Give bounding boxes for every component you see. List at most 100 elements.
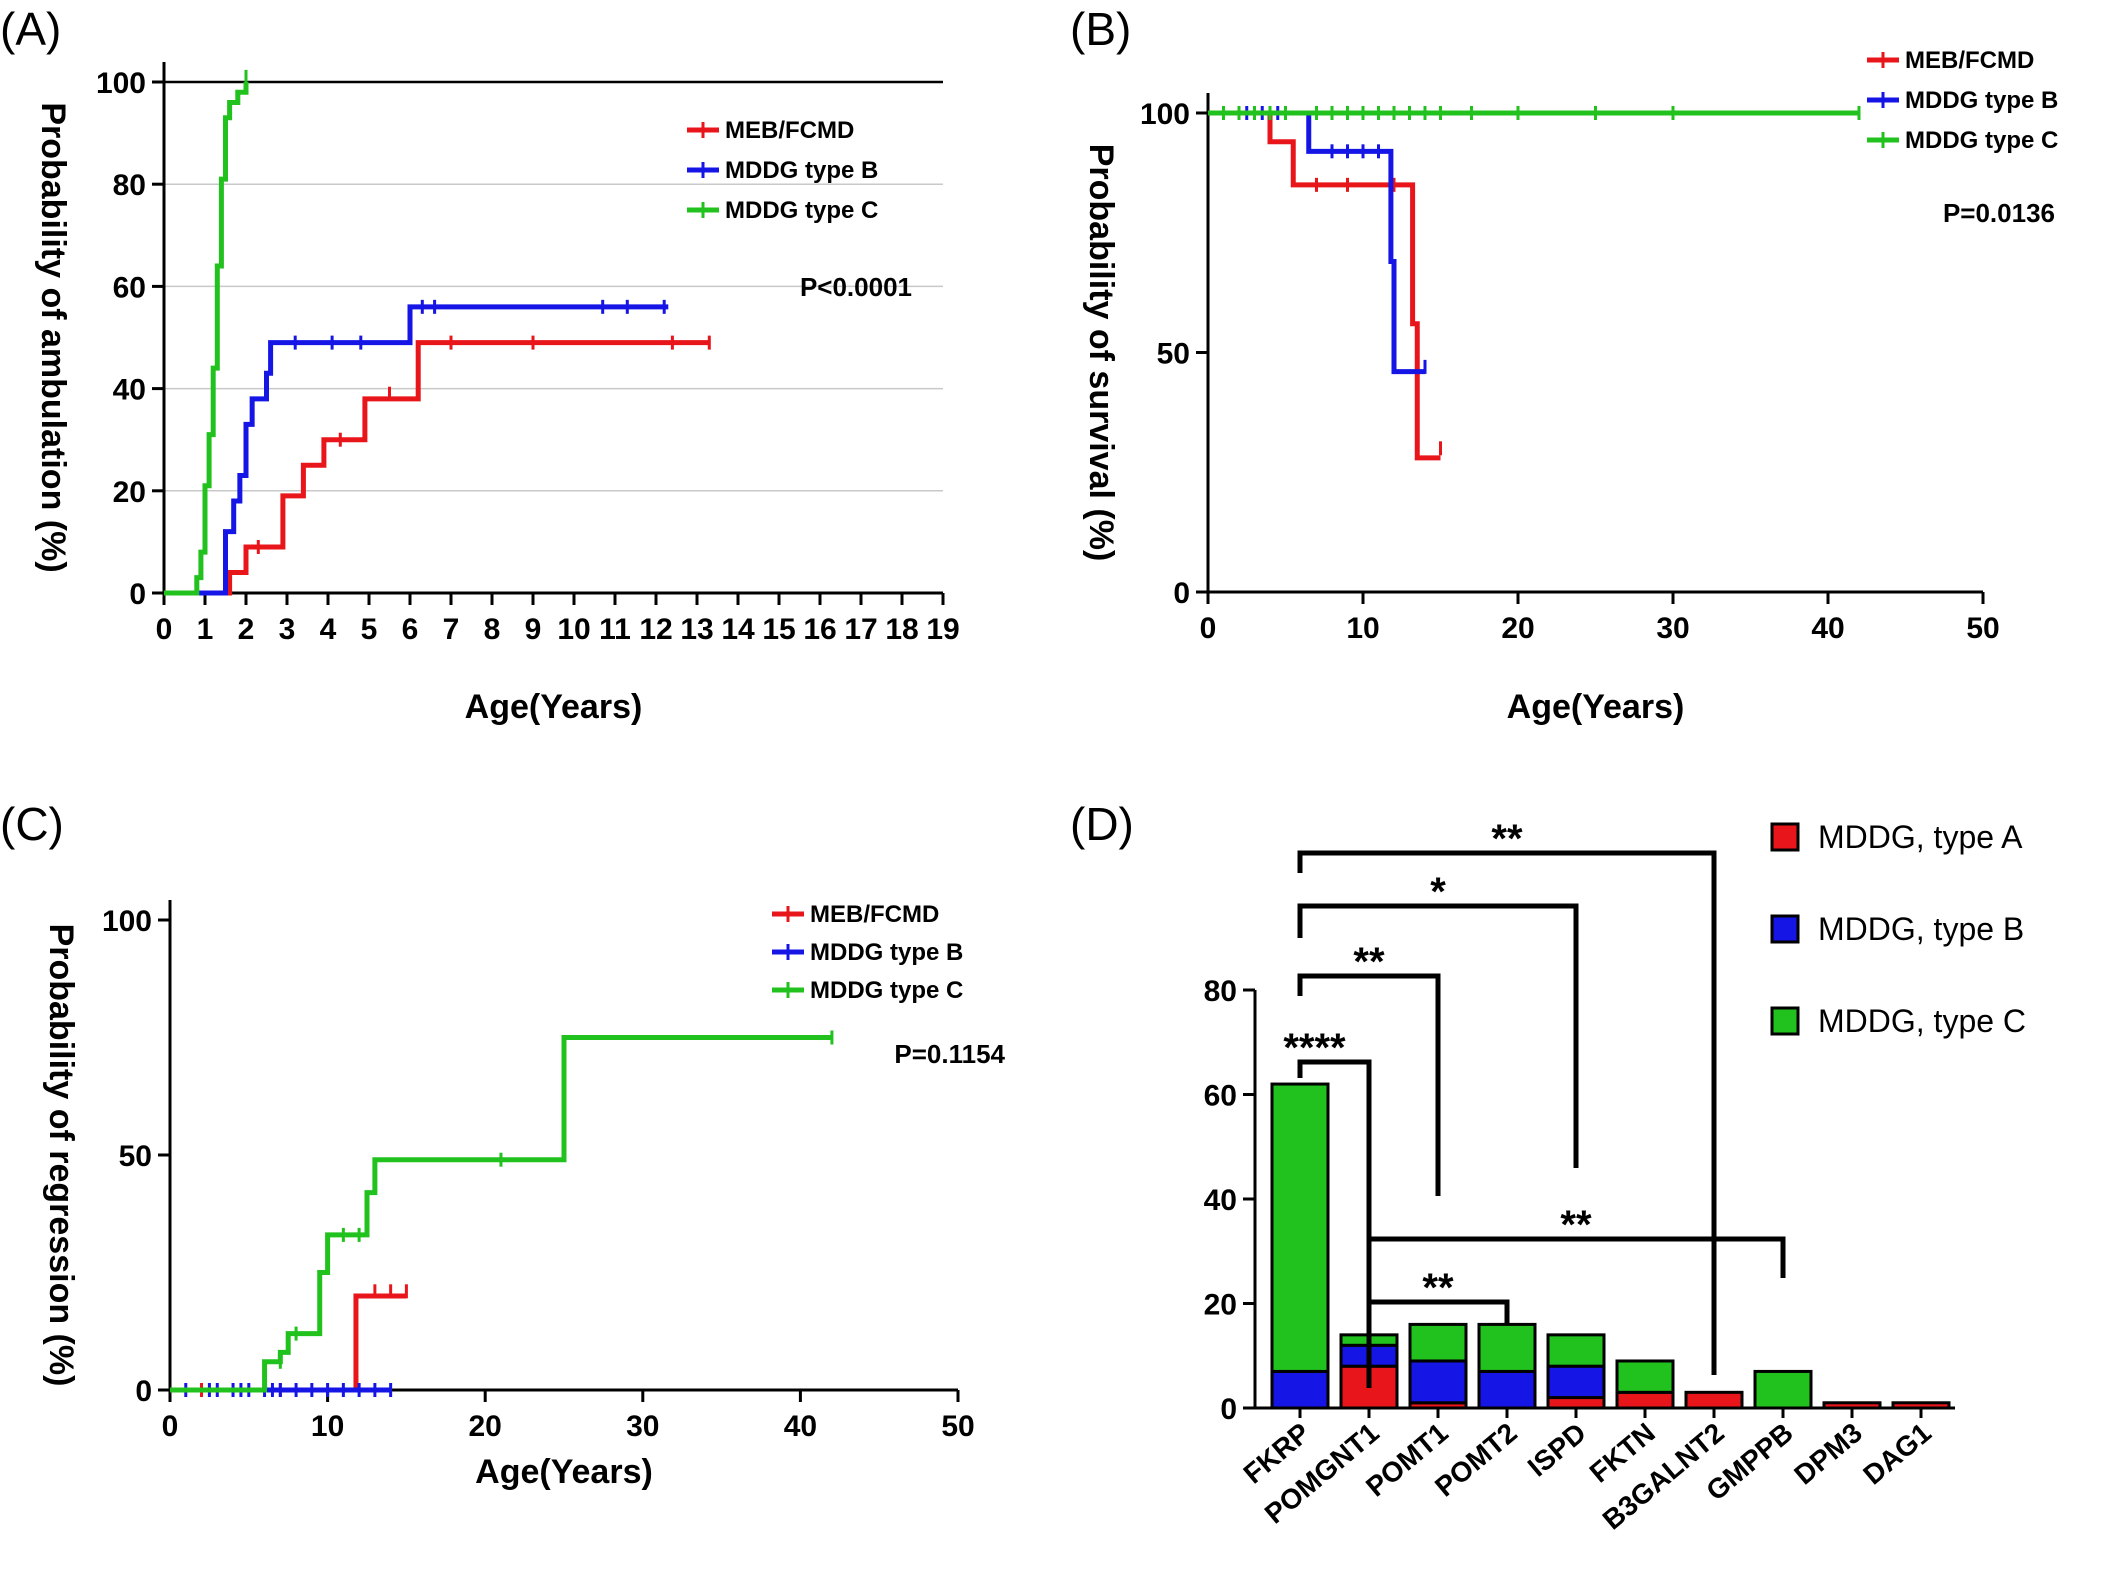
bar-segment: [1615, 1390, 1675, 1410]
bar-segment: [1822, 1401, 1882, 1410]
y-tick-label: 0: [129, 578, 146, 611]
panel-a: (A)0 1 2 3 4 5 6 7 8 9 10 11 12 13 14 15 16 17 18 190204060…: [0, 3, 960, 726]
bar-segment: [1546, 1364, 1606, 1400]
x-tick-label: ISPD: [1522, 1417, 1592, 1483]
x-tick-label: 6: [402, 613, 419, 646]
significance-bracket: [1297, 850, 1717, 1375]
y-tick-label: 40: [113, 374, 146, 407]
legend-label: MDDG, type C: [1818, 1003, 2026, 1039]
significance-bracket: [1297, 973, 1441, 1196]
x-tick-label: 2: [238, 613, 255, 646]
significance-label: **: [1353, 940, 1385, 984]
x-tick-label: 20: [469, 1410, 502, 1443]
y-tick-label: 60: [113, 271, 146, 304]
x-tick-label: 0: [1200, 612, 1217, 645]
p-value: P=0.1154: [894, 1039, 1005, 1069]
x-tick-label: 0: [162, 1410, 179, 1443]
panel-label: (C): [0, 798, 64, 850]
x-tick-label: 15: [762, 613, 795, 646]
y-tick-label: 80: [1204, 975, 1237, 1008]
x-tick-label: 30: [1656, 612, 1689, 645]
x-tick-label: 50: [941, 1410, 974, 1443]
legend-label: MDDG type C: [725, 197, 878, 224]
x-tick-label: 40: [1811, 612, 1844, 645]
x-tick-label: DPM3: [1788, 1417, 1868, 1491]
legend-label: MDDG type C: [1905, 127, 2058, 154]
bar-segment: [1546, 1333, 1606, 1368]
bar-segment: [1477, 1369, 1537, 1410]
bar-segment: [1477, 1322, 1537, 1373]
x-tick-label: 9: [525, 613, 542, 646]
bar-segment: [1684, 1390, 1744, 1410]
y-tick-label: 0: [1173, 577, 1190, 610]
y-axis-label: Probability of survival (%): [1082, 144, 1120, 562]
x-tick-label: 18: [885, 613, 918, 646]
significance-bracket: [1366, 1299, 1510, 1324]
legend-label: MDDG, type A: [1818, 819, 2023, 855]
bar-segment: [1615, 1359, 1675, 1394]
bar-segment: [1270, 1369, 1330, 1410]
x-axis-label: Age(Years): [475, 1453, 653, 1491]
legend-label: MDDG type B: [725, 157, 878, 184]
significance-bracket: [1297, 1059, 1372, 1388]
x-tick-label: 13: [680, 613, 713, 646]
x-tick-label: 10: [1346, 612, 1379, 645]
series-line: [164, 340, 710, 596]
x-tick-label: 40: [784, 1410, 817, 1443]
x-tick-label: 19: [926, 613, 959, 646]
p-value: P=0.0136: [1943, 198, 2055, 228]
significance-bracket: [1366, 1236, 1786, 1284]
x-tick-label: 50: [1966, 612, 1999, 645]
y-tick-label: 100: [96, 67, 146, 100]
panel-label: (A): [0, 3, 61, 55]
x-tick-label: 12: [639, 613, 672, 646]
legend-swatch: [1770, 914, 1800, 944]
x-tick-label: 14: [721, 613, 755, 646]
y-axis-label: Probability of ambulation (%): [34, 102, 72, 572]
x-tick-label: 11: [599, 613, 631, 646]
x-tick-label: 30: [626, 1410, 659, 1443]
significance-label: **: [1422, 1266, 1454, 1310]
x-tick-label: 0: [156, 613, 173, 646]
x-tick-label: 16: [803, 613, 836, 646]
legend-label: MEB/FCMD: [810, 901, 939, 928]
x-tick-label: 17: [844, 613, 877, 646]
bar-segment: [1753, 1369, 1813, 1410]
bar-segment: [1891, 1401, 1951, 1410]
y-tick-label: 0: [1220, 1393, 1237, 1426]
y-tick-label: 20: [1204, 1289, 1237, 1322]
x-tick-label: 4: [320, 613, 337, 646]
significance-label: ****: [1283, 1026, 1346, 1070]
bar-segment: [1270, 1082, 1330, 1373]
y-tick-label: 100: [102, 905, 152, 938]
series-line: [170, 1035, 832, 1393]
bar-segment: [1408, 1359, 1468, 1405]
legend-label: MDDG type B: [1905, 87, 2058, 114]
y-tick-label: 100: [1140, 98, 1190, 131]
panel-b: (B) 0 10 20 30 40 50 0 50 100 Age(Years) Probabilit…: [1070, 3, 2058, 726]
y-tick-label: 0: [135, 1375, 152, 1408]
bar-segment: [1546, 1396, 1606, 1410]
x-tick-label: 7: [443, 613, 460, 646]
y-axis-label: Probability of regression (%): [42, 924, 80, 1387]
significance-bracket: [1297, 903, 1579, 1168]
y-tick-label: 50: [119, 1140, 152, 1173]
legend-label: MEB/FCMD: [1905, 47, 2034, 74]
legend-label: MDDG type B: [810, 939, 963, 966]
legend-label: MDDG type C: [810, 977, 963, 1004]
panel-label: (B): [1070, 3, 1131, 55]
y-tick-label: 60: [1204, 1080, 1237, 1113]
y-tick-label: 80: [113, 169, 146, 202]
significance-label: **: [1491, 817, 1523, 861]
x-tick-label: 10: [311, 1410, 344, 1443]
x-tick-label: 8: [484, 613, 501, 646]
legend-label: MDDG, type B: [1818, 911, 2024, 947]
x-tick-label: 1: [197, 613, 214, 646]
p-value: P<0.0001: [800, 272, 912, 302]
x-tick-label: DAG1: [1857, 1417, 1937, 1491]
significance-label: *: [1430, 870, 1446, 914]
legend-swatch: [1770, 822, 1800, 852]
x-axis-label: Age(Years): [1507, 688, 1685, 726]
